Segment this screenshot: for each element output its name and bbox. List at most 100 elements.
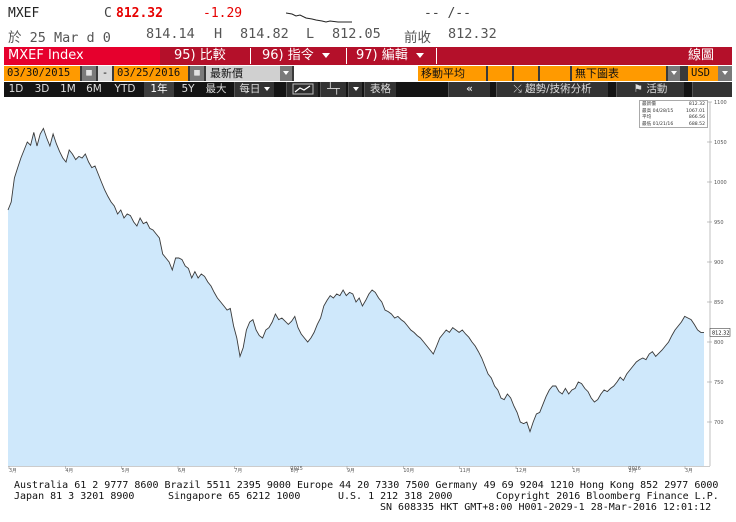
chevron-down-icon[interactable] [280, 66, 292, 81]
chevron-down-icon [415, 53, 424, 58]
open-value: 814.14 [146, 26, 195, 42]
y-tick-label: 950 [714, 220, 724, 226]
ma-input-2[interactable] [514, 66, 538, 81]
high-label: H [214, 26, 223, 42]
price-chart-panel[interactable]: 700 750 800 850 900 950 1000 1050 1100 812.32 3月 4… [4, 98, 732, 473]
footer-copyright: Copyright 2016 Bloomberg Finance L.P. [496, 491, 719, 502]
lower-chart-dropdown[interactable]: 無下圖表 [572, 66, 666, 81]
x-tick-label: 11月 [460, 468, 471, 473]
compare-menu-label: 比較 [199, 48, 226, 63]
x-tick-label: 9月 [347, 468, 355, 473]
frequency-dropdown[interactable]: 每日 [234, 82, 274, 97]
trend-analysis-label: 趨勢/技術分析 [525, 83, 592, 95]
x-tick-label: 7月 [234, 468, 242, 473]
function-menubar: MXEF Index 95) 比較 96) 指令 97) 編輯 線圖 [4, 47, 732, 65]
footer-phone-line-1: Australia 61 2 9777 8600 Brazil 5511 239… [14, 480, 719, 491]
x-tick-label: 3月 [685, 468, 693, 473]
menu-divider [346, 48, 347, 64]
line-chart-title: 線圖 [688, 48, 715, 63]
frequency-label: 每日 [239, 83, 261, 95]
security-ticker[interactable]: MXEF Index [4, 47, 160, 65]
y-tick-label: 1000 [714, 180, 727, 186]
legend-value: 866.56 [688, 115, 705, 120]
chevron-down-icon [321, 53, 330, 58]
calendar-icon[interactable]: ▦ [190, 66, 204, 81]
moving-average-label: 移動平均 [418, 66, 486, 81]
command-menu-label: 指令 [287, 48, 314, 63]
prev-close-value: 812.32 [448, 26, 497, 42]
nav-left-button[interactable]: « [448, 82, 490, 97]
edit-menu-number: 97) [356, 48, 378, 63]
footer-singapore: Singapore 65 6212 1000 [168, 491, 301, 502]
x-tick-label: 1月 [572, 468, 580, 473]
chart-settings-bar: 03/30/2015 ▦ - 03/25/2016 ▦ 最新價 移動平均 無下圖… [4, 66, 732, 81]
line-chart-icon[interactable] [286, 82, 318, 97]
price-chart[interactable]: 700 750 800 850 900 950 1000 1050 1100 812.32 3月 4… [4, 98, 732, 473]
low-label: L [306, 26, 315, 42]
date-label: 於 25 Mar d 0 [8, 30, 111, 46]
toolbar-blank [692, 82, 732, 97]
x-tick-label: 3月 [9, 468, 17, 473]
period-1d[interactable]: 1D [8, 83, 24, 95]
legend-label: 平均 [642, 115, 652, 120]
compare-menu[interactable]: 95) 比較 [170, 47, 230, 65]
period-6m[interactable]: 6M [86, 83, 102, 95]
flag-icon: ⚑ [633, 83, 644, 95]
period-1y[interactable]: 1年 [144, 82, 174, 97]
y-tick-label: 850 [714, 300, 724, 306]
footer-japan: Japan 81 3 3201 8900 [14, 491, 135, 502]
y-tick-label: 700 [714, 420, 724, 426]
high-value: 814.82 [240, 26, 289, 42]
edit-menu[interactable]: 97) 編輯 [352, 47, 428, 65]
calendar-icon[interactable]: ▦ [82, 66, 96, 81]
blank-field [294, 66, 418, 81]
chevron-down-icon[interactable] [348, 82, 362, 97]
legend-row-average: 平均 866.56 [642, 115, 705, 121]
period-max[interactable]: 最大 [205, 83, 227, 95]
currency-field[interactable]: USD [688, 66, 718, 81]
last-price-label: 812.32 [712, 330, 730, 336]
command-menu-number: 96) [262, 48, 284, 63]
trend-analysis-button[interactable]: ⤯ 趨勢/技術分析 [496, 82, 608, 97]
x-tick-label: 2月 [629, 468, 637, 473]
y-tick-label: 900 [714, 260, 724, 266]
events-button[interactable]: ⚑ 活動 [616, 82, 684, 97]
chevron-down-icon [263, 87, 270, 91]
command-menu[interactable]: 96) 指令 [258, 47, 334, 65]
x-tick-label: 8月 [291, 468, 299, 473]
price-line [7, 127, 704, 434]
legend-label: 最高 04/28/15 [642, 108, 674, 114]
events-label: 活動 [646, 83, 668, 95]
ma-input-1[interactable] [488, 66, 512, 81]
date-dash: - [98, 66, 112, 81]
edit-menu-label: 編輯 [381, 48, 408, 63]
last-price: 812.32 [116, 6, 163, 21]
y-tick-label: 1100 [714, 100, 727, 106]
end-date-field[interactable]: 03/25/2016 [114, 66, 188, 81]
y-tick-label: 750 [714, 380, 724, 386]
period-3d[interactable]: 3D [34, 83, 50, 95]
start-date-field[interactable]: 03/30/2015 [4, 66, 80, 81]
legend-row-low: 最低 01/21/16 688.52 [642, 122, 705, 128]
quote-header: MXEF C 812.32 -1.29 -- /-- [0, 6, 736, 24]
x-tick-label: 4月 [65, 468, 73, 473]
sparkline-icon [286, 12, 352, 23]
period-ytd[interactable]: YTD [114, 83, 136, 95]
x-year-label: 2015 [291, 466, 303, 472]
chevron-down-icon[interactable] [668, 66, 680, 81]
x-year-label: 2016 [629, 466, 641, 472]
legend-row-last: 最新價 812.32 [642, 102, 705, 108]
trend-icon: ⤯ [513, 83, 522, 95]
candlestick-icon[interactable]: ┴┬ [320, 82, 346, 97]
ma-input-3[interactable] [540, 66, 570, 81]
period-5y[interactable]: 5Y [181, 83, 195, 95]
table-button[interactable]: 表格 [364, 82, 396, 97]
legend-label: 最新價 [642, 102, 656, 107]
price-type-dropdown[interactable]: 最新價 [206, 66, 280, 81]
price-change: -1.29 [203, 6, 243, 21]
legend-label: 最低 01/21/16 [642, 121, 674, 127]
footer-us: U.S. 1 212 318 2000 [338, 491, 453, 502]
prev-close-label: 前收 [404, 30, 431, 46]
period-1m[interactable]: 1M [60, 83, 76, 95]
chevron-down-icon[interactable] [718, 66, 732, 81]
